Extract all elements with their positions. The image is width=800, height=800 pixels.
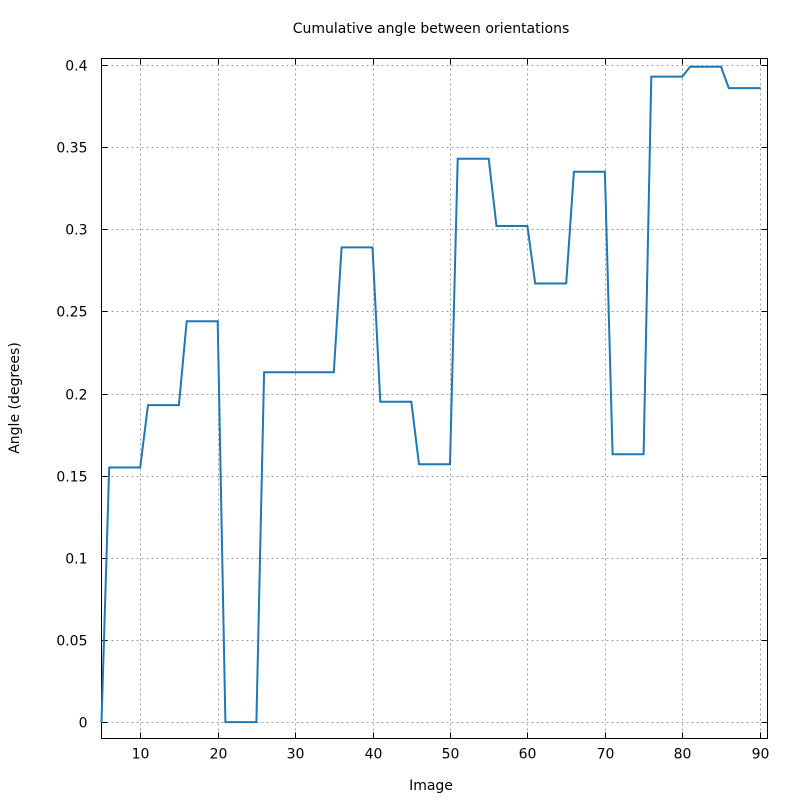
y-tick-label: 0.15 bbox=[56, 470, 87, 486]
data-point bbox=[139, 466, 142, 469]
y-tick-label: 0.05 bbox=[56, 634, 87, 650]
data-point bbox=[572, 170, 575, 173]
x-tick-label: 40 bbox=[365, 747, 383, 763]
data-point bbox=[495, 225, 498, 227]
y-tick-label: 0.3 bbox=[65, 223, 87, 239]
data-point bbox=[340, 246, 343, 249]
y-axis-label: Angle (degrees) bbox=[7, 342, 23, 454]
data-point bbox=[177, 404, 180, 407]
data-point bbox=[100, 721, 103, 724]
chart-title: Cumulative angle between orientations bbox=[293, 21, 570, 37]
data-point bbox=[689, 65, 692, 68]
data-point bbox=[526, 225, 529, 227]
x-tick-labels: 10 20 30 40 50 60 70 80 90 bbox=[132, 747, 770, 763]
x-tick-label: 20 bbox=[210, 747, 228, 763]
data-point bbox=[650, 75, 653, 78]
axis-ticks bbox=[101, 58, 768, 739]
x-tick-label: 80 bbox=[674, 747, 692, 763]
x-tick-label: 90 bbox=[752, 747, 770, 763]
x-tick-label: 70 bbox=[597, 747, 615, 763]
y-tick-label: 0.35 bbox=[56, 141, 87, 157]
data-point bbox=[108, 466, 111, 469]
series-group bbox=[100, 65, 761, 724]
grid bbox=[101, 58, 768, 739]
x-tick-label: 50 bbox=[442, 747, 460, 763]
series-line bbox=[100, 65, 760, 724]
data-point bbox=[224, 721, 227, 724]
data-point bbox=[456, 157, 459, 160]
data-point bbox=[603, 170, 606, 173]
x-tick-label: 60 bbox=[519, 747, 537, 763]
data-point bbox=[449, 463, 451, 466]
y-tick-label: 0.25 bbox=[56, 305, 87, 321]
data-point bbox=[642, 453, 645, 456]
data-point bbox=[681, 75, 684, 78]
y-tick-labels: 0 0.05 0.1 0.15 0.2 0.25 0.3 0.35 0.4 bbox=[56, 59, 87, 732]
data-point bbox=[379, 400, 382, 403]
x-tick-label: 10 bbox=[132, 747, 150, 763]
data-point bbox=[534, 282, 537, 285]
data-point bbox=[418, 463, 420, 466]
data-point bbox=[185, 320, 188, 323]
data-point bbox=[147, 404, 149, 407]
data-point bbox=[216, 320, 219, 323]
plot-frame bbox=[101, 58, 768, 739]
data-point bbox=[371, 246, 374, 249]
x-axis-label: Image bbox=[409, 778, 453, 794]
data-point bbox=[727, 87, 730, 90]
y-tick-label: 0.4 bbox=[65, 59, 87, 75]
y-tick-label: 0.1 bbox=[65, 552, 87, 568]
data-point bbox=[487, 157, 490, 160]
data-point bbox=[758, 87, 761, 90]
data-point bbox=[720, 65, 722, 68]
y-tick-label: 0.2 bbox=[65, 388, 87, 404]
data-point bbox=[410, 400, 413, 403]
data-point bbox=[263, 371, 266, 374]
data-point bbox=[332, 371, 335, 374]
data-point bbox=[565, 282, 568, 285]
y-tick-label: 0 bbox=[79, 716, 88, 732]
data-point bbox=[611, 453, 614, 456]
data-point bbox=[255, 721, 258, 724]
x-tick-label: 30 bbox=[287, 747, 305, 763]
